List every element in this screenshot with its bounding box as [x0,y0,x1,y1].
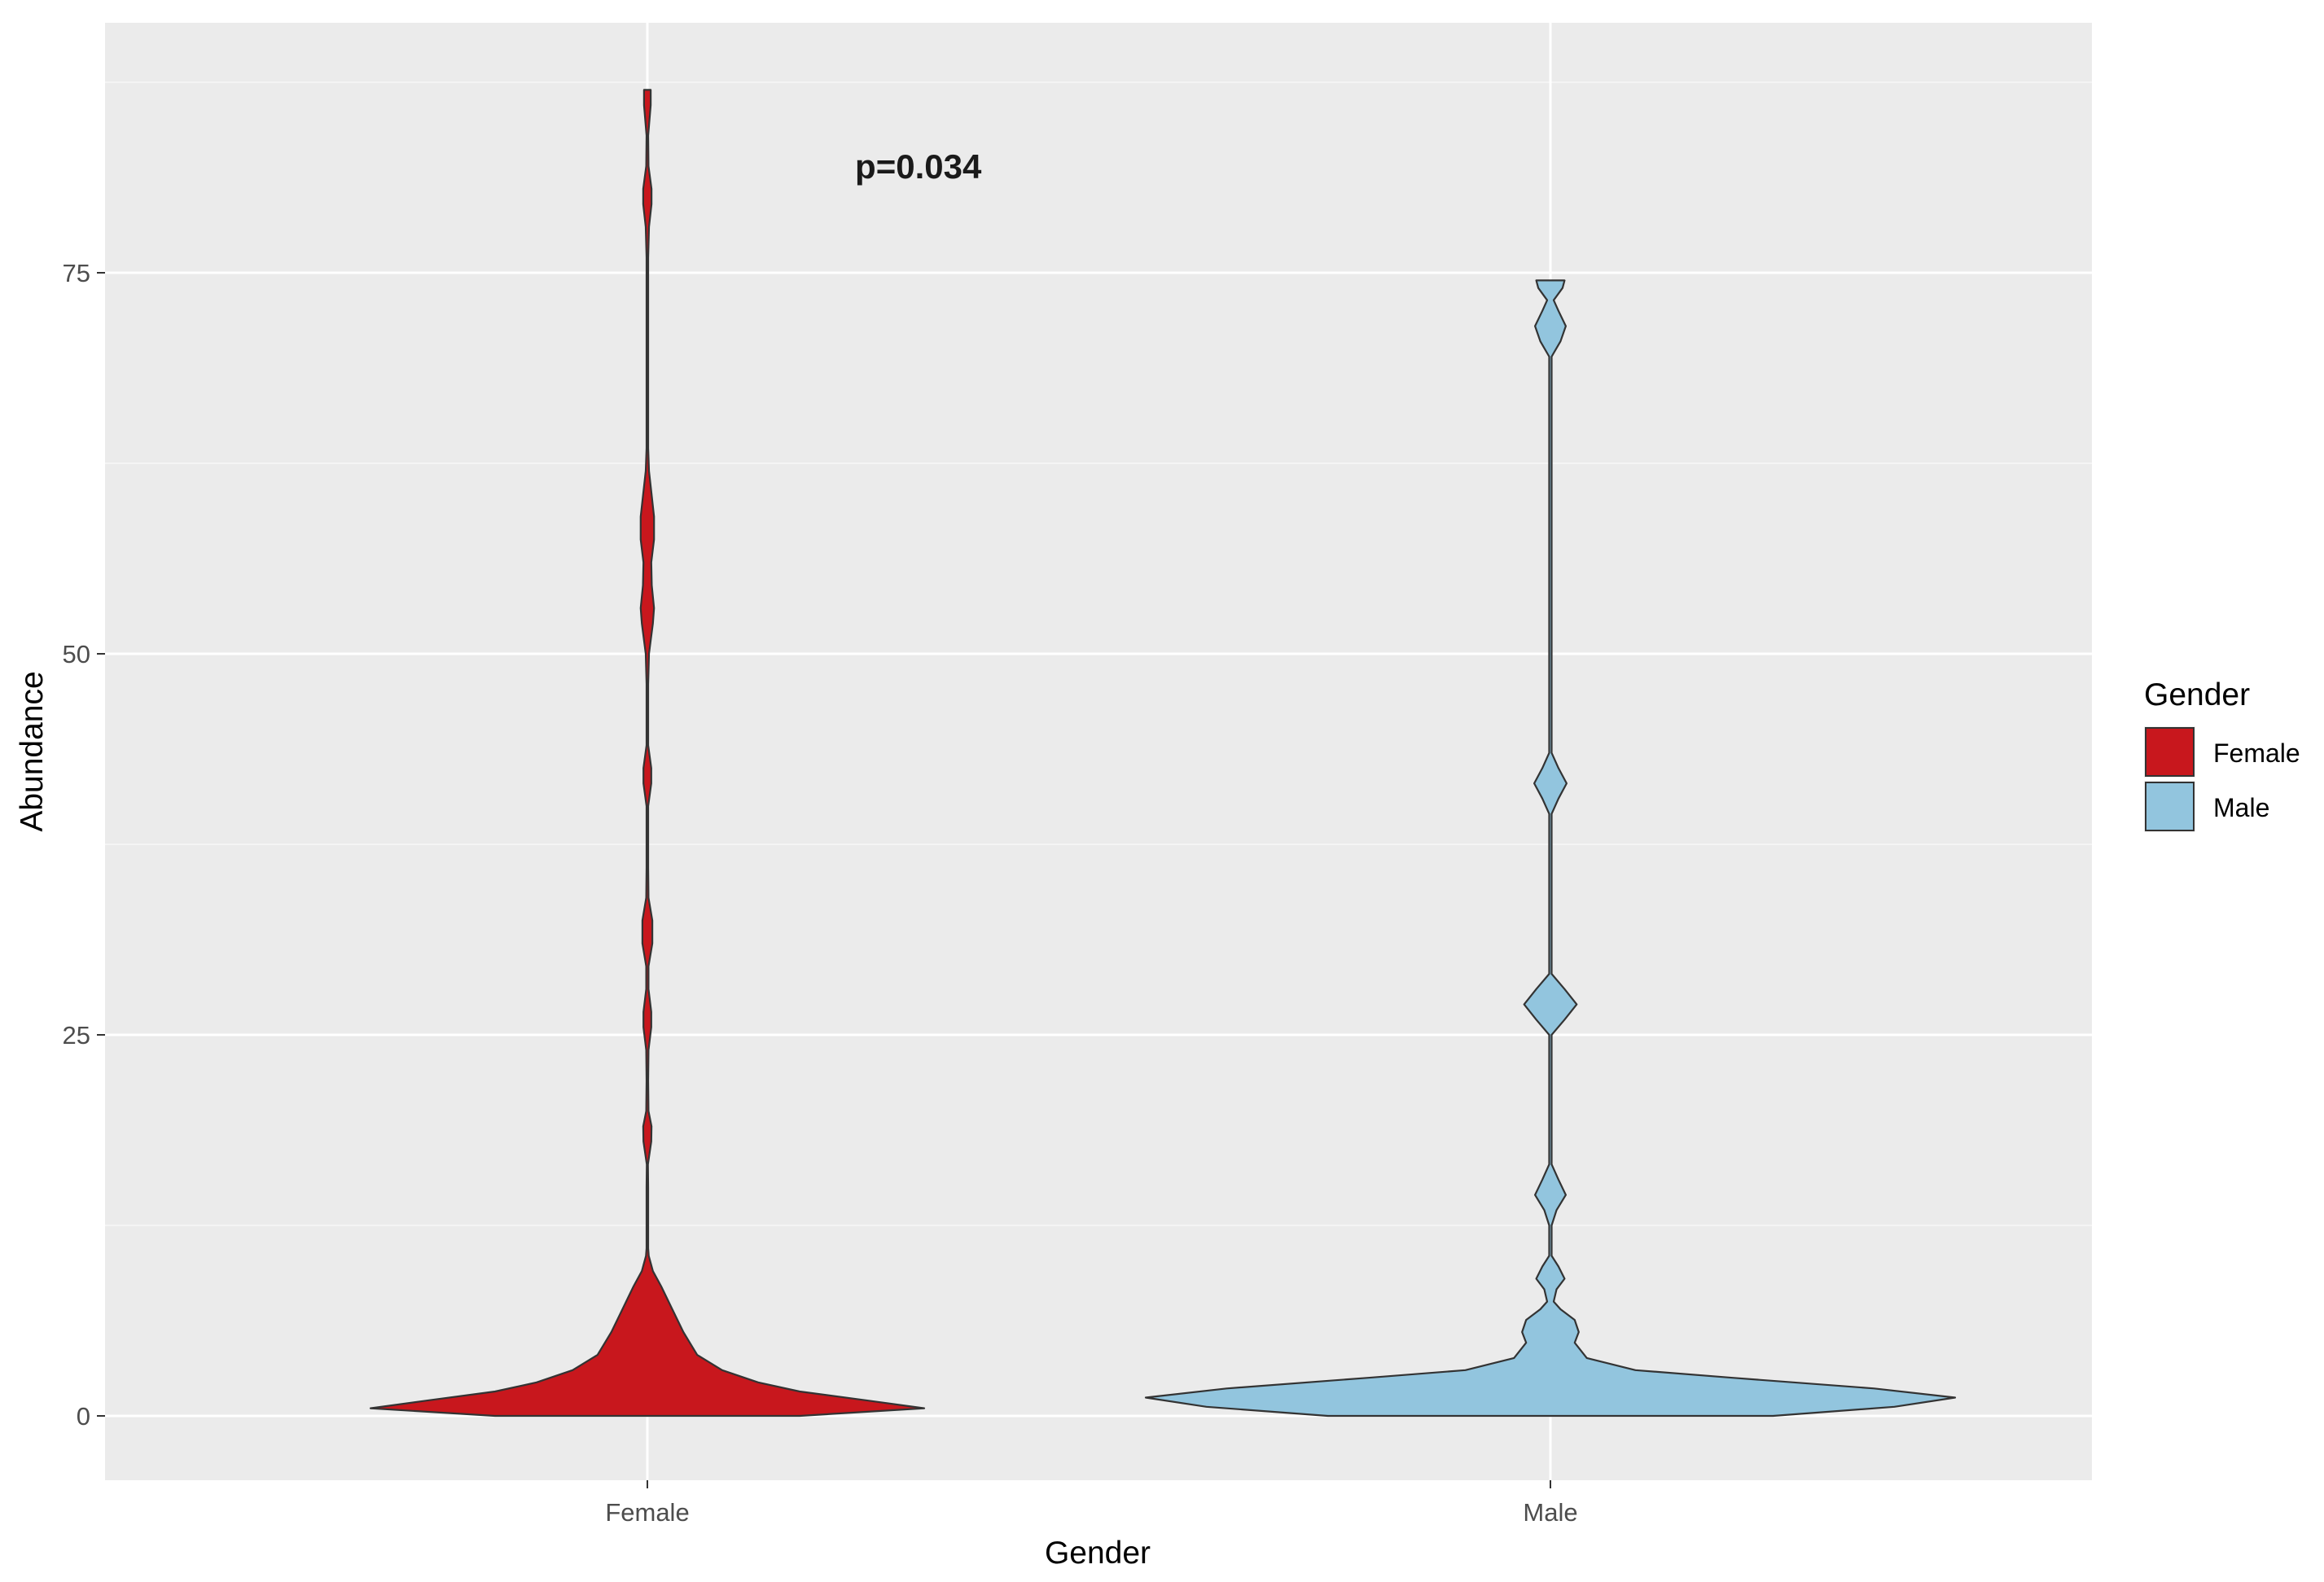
x-tick-label: Female [605,1498,689,1527]
p-value-annotation: p=0.034 [855,147,982,186]
legend-items: Female Male [2144,726,2300,832]
legend-label-male: Male [2213,793,2269,822]
legend-key-female [2145,727,2195,777]
y-tick-label: 75 [63,259,90,287]
legend-label-female: Female [2213,738,2300,768]
plot-panel [105,23,2092,1480]
violin-male [1144,279,1957,1418]
x-axis-title: Gender [1045,1536,1151,1571]
x-tick-label: Male [1523,1498,1577,1527]
y-axis-ticks: 0 25 50 75 [63,259,105,1431]
y-tick-label: 0 [77,1402,90,1431]
violin-female [369,89,926,1418]
x-axis-ticks: Female Male [605,1480,1578,1527]
violins [369,89,1957,1418]
minor-gridlines [105,81,2092,1226]
legend: Gender Female Male [2144,677,2300,832]
y-tick-label: 50 [63,640,90,668]
legend-key-male [2145,782,2195,831]
y-tick-label: 25 [63,1021,90,1050]
y-axis-title: Abundance [15,671,50,831]
legend-title: Gender [2144,677,2250,712]
